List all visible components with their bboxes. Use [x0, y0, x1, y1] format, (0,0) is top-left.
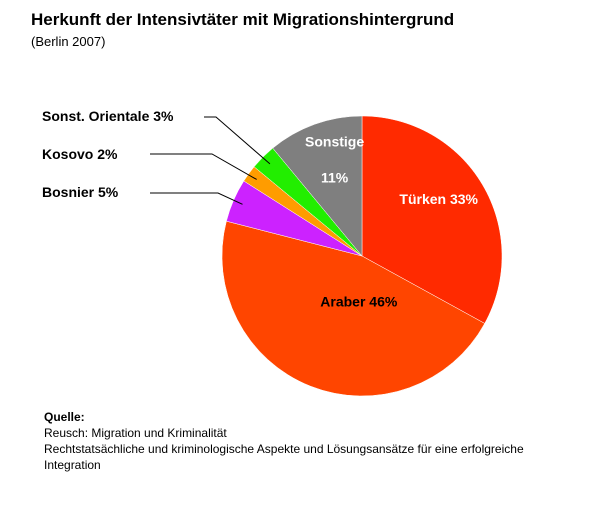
leader-line-sonst-orientale — [204, 116, 271, 165]
source-heading: Quelle: — [44, 410, 85, 424]
source-block: Quelle: Reusch: Migration und Kriminalit… — [44, 409, 564, 473]
source-line-2: Rechtstatsächliche und kriminologische A… — [44, 442, 524, 472]
chart-subtitle: (Berlin 2007) — [31, 34, 106, 49]
label-bosnier: Bosnier 5% — [42, 184, 119, 200]
label-sonstige-percent: 11% — [321, 169, 349, 185]
label-sonst-orientale: Sonst. Orientale 3% — [42, 108, 174, 124]
pie-slice-sonstige — [272, 115, 363, 257]
source-line-1: Reusch: Migration und Kriminalität — [44, 426, 227, 440]
label-kosovo: Kosovo 2% — [42, 146, 118, 162]
chart-title: Herkunft der Intensivtäter mit Migration… — [31, 10, 455, 29]
label-sonstige: Sonstige — [305, 133, 364, 149]
pie-slice-araber — [221, 220, 486, 397]
label-tuerken: Türken 33% — [399, 191, 478, 207]
leader-line-kosovo — [150, 153, 257, 180]
leader-line-bosnier — [150, 192, 243, 205]
pie-slice-türken — [361, 115, 503, 324]
label-araber: Araber 46% — [320, 294, 398, 310]
